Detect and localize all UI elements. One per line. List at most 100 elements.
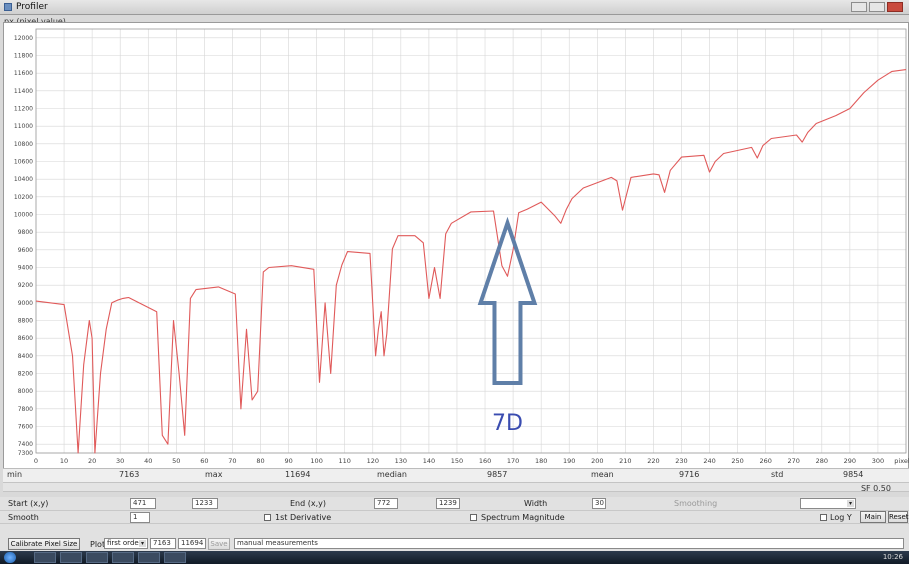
y-tick-label: 9600 (18, 247, 33, 254)
end-label: End (x,y) (290, 499, 326, 508)
taskbar-item[interactable] (138, 552, 160, 563)
plot-select-value: first order (107, 539, 142, 547)
smooth-label: Smooth (8, 513, 39, 522)
spectrum-magnitude-checkbox[interactable] (470, 514, 477, 521)
x-tick-label: 270 (788, 457, 800, 465)
main-button[interactable]: Main (860, 511, 886, 523)
stat-median-label: median (377, 470, 407, 479)
x-tick-label: 60 (200, 457, 208, 465)
plot-select[interactable]: first order ▾ (104, 538, 148, 549)
logy-checkbox[interactable] (820, 514, 827, 521)
y-tick-label: 8800 (18, 318, 33, 325)
y-tick-label: 10800 (14, 141, 33, 148)
x-tick-label: 130 (395, 457, 407, 465)
x-tick-label: 200 (591, 457, 603, 465)
profile-series-line (35, 69, 907, 454)
x-tick-label: 40 (144, 457, 152, 465)
plot-scrollbar[interactable] (3, 482, 909, 492)
maximize-button[interactable] (869, 2, 885, 12)
x-tick-label: 240 (703, 457, 715, 465)
y-tick-label: 11400 (14, 88, 33, 95)
x-tick-label: 230 (675, 457, 687, 465)
smooth-field[interactable]: 1 (130, 512, 150, 523)
x-tick-label: 0 (34, 457, 38, 465)
x-tick-label: 190 (563, 457, 575, 465)
smoothing-label: Smoothing (674, 499, 718, 508)
x-tick-label: 90 (284, 457, 292, 465)
y-tick-label: 11800 (14, 53, 33, 60)
stat-min-label: min (7, 470, 23, 479)
start-button[interactable] (4, 552, 16, 563)
y-tick-label: 7400 (18, 441, 33, 448)
stat-max-label: max (205, 470, 223, 479)
y-tick-label: 11600 (14, 70, 33, 77)
logy-label: Log Y (830, 513, 852, 522)
divider (0, 510, 909, 511)
y-tick-label: 7800 (18, 406, 33, 413)
y-tick-label: 7300 (18, 450, 33, 457)
y-tick-label: 10600 (14, 159, 33, 166)
first-derivative-label: 1st Derivative (275, 513, 332, 522)
y-tick-label: 9400 (18, 265, 33, 272)
width-field[interactable]: 30 (592, 498, 606, 509)
width-label: Width (524, 499, 548, 508)
end-y-field[interactable]: 1239 (436, 498, 460, 509)
chevron-down-icon: ▾ (139, 540, 146, 547)
minimize-button[interactable] (851, 2, 867, 12)
app-icon (4, 3, 12, 11)
stat-std-value: 9854 (843, 470, 864, 479)
range-start-field[interactable]: 7163 (150, 538, 176, 549)
stat-max-value: 11694 (285, 470, 311, 479)
y-tick-label: 12000 (14, 35, 33, 42)
annotation-label: 7D (492, 411, 523, 436)
controls-panel: Start (x,y) 471 1233 End (x,y) 772 1239 … (0, 497, 909, 551)
window-titlebar: Profiler (0, 0, 909, 15)
chevron-down-icon: ▾ (847, 500, 854, 507)
x-tick-label: 70 (228, 457, 236, 465)
y-tick-label: 8000 (18, 388, 33, 395)
reset-button[interactable]: Reset (888, 511, 909, 523)
taskbar-item[interactable] (34, 552, 56, 563)
taskbar-item[interactable] (112, 552, 134, 563)
x-tick-label: 300 (872, 457, 884, 465)
x-tick-label: 180 (535, 457, 547, 465)
x-tick-label: 250 (731, 457, 743, 465)
save-button[interactable]: Save (208, 538, 230, 550)
x-tick-label: 160 (479, 457, 491, 465)
y-tick-label: 10000 (14, 212, 33, 219)
smoothing-select[interactable]: ▾ (800, 498, 856, 509)
profile-chart: 0 10 20 30 40 50 60 70 80 90 100 110 120 130 140 150 160… (14, 28, 909, 465)
taskbar-item[interactable] (86, 552, 108, 563)
x-tick-label: 20 (88, 457, 96, 465)
calibrate-button[interactable]: Calibrate Pixel Size (8, 538, 80, 550)
annotation-arrow (477, 216, 538, 385)
y-tick-label: 11200 (14, 106, 33, 113)
spectrum-magnitude-label: Spectrum Magnitude (481, 513, 565, 522)
first-derivative-checkbox[interactable] (264, 514, 271, 521)
x-tick-label: 290 (844, 457, 856, 465)
x-tick-label: pixel (894, 457, 909, 465)
x-tick-label: 210 (619, 457, 631, 465)
end-x-field[interactable]: 772 (374, 498, 398, 509)
x-tick-label: 280 (816, 457, 828, 465)
y-tick-label: 11000 (14, 123, 33, 130)
x-tick-label: 10 (60, 457, 68, 465)
window-controls (851, 2, 903, 12)
x-tick-label: 30 (116, 457, 124, 465)
range-end-field[interactable]: 11694 (178, 538, 206, 549)
taskbar-item[interactable] (60, 552, 82, 563)
notes-field[interactable]: manual measurements (234, 538, 904, 549)
close-button[interactable] (887, 2, 903, 12)
taskbar: 10:26 (0, 551, 909, 564)
start-x-field[interactable]: 471 (130, 498, 156, 509)
stat-mean-label: mean (591, 470, 614, 479)
taskbar-item[interactable] (164, 552, 186, 563)
profile-plot[interactable]: 0 10 20 30 40 50 60 70 80 90 100 110 120 130 140 150 160… (3, 22, 909, 487)
y-axis-label: px (pixel value) (4, 17, 66, 26)
x-tick-label: 50 (172, 457, 180, 465)
y-tick-label: 7600 (18, 424, 33, 431)
y-tick-label: 10200 (14, 194, 33, 201)
start-y-field[interactable]: 1233 (192, 498, 218, 509)
y-tick-label: 8200 (18, 371, 33, 378)
x-tick-label: 150 (451, 457, 463, 465)
